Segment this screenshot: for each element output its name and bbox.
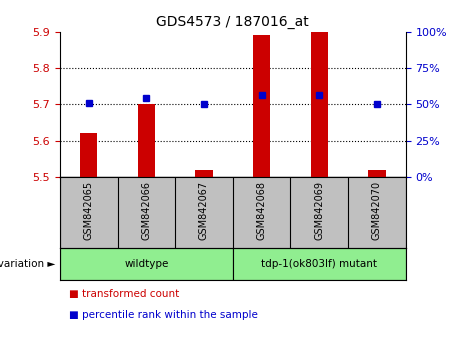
Bar: [138, 104, 155, 177]
Text: ■ transformed count: ■ transformed count: [69, 289, 179, 299]
Text: GSM842065: GSM842065: [84, 181, 94, 240]
Bar: [60, 248, 233, 280]
Bar: [233, 248, 406, 280]
Text: GSM842070: GSM842070: [372, 181, 382, 240]
Text: GSM842068: GSM842068: [257, 181, 266, 240]
Title: GDS4573 / 187016_at: GDS4573 / 187016_at: [156, 16, 309, 29]
Text: GSM842069: GSM842069: [314, 181, 324, 240]
Bar: [80, 133, 97, 177]
Text: ■ percentile rank within the sample: ■ percentile rank within the sample: [69, 310, 258, 320]
Text: tdp-1(ok803lf) mutant: tdp-1(ok803lf) mutant: [261, 259, 377, 269]
Bar: [253, 35, 270, 177]
Text: wildtype: wildtype: [124, 259, 169, 269]
Text: GSM842066: GSM842066: [142, 181, 151, 240]
Text: genotype/variation ►: genotype/variation ►: [0, 259, 55, 269]
Bar: [368, 170, 385, 177]
Text: GSM842067: GSM842067: [199, 181, 209, 240]
Bar: [311, 32, 328, 177]
Bar: [195, 170, 213, 177]
